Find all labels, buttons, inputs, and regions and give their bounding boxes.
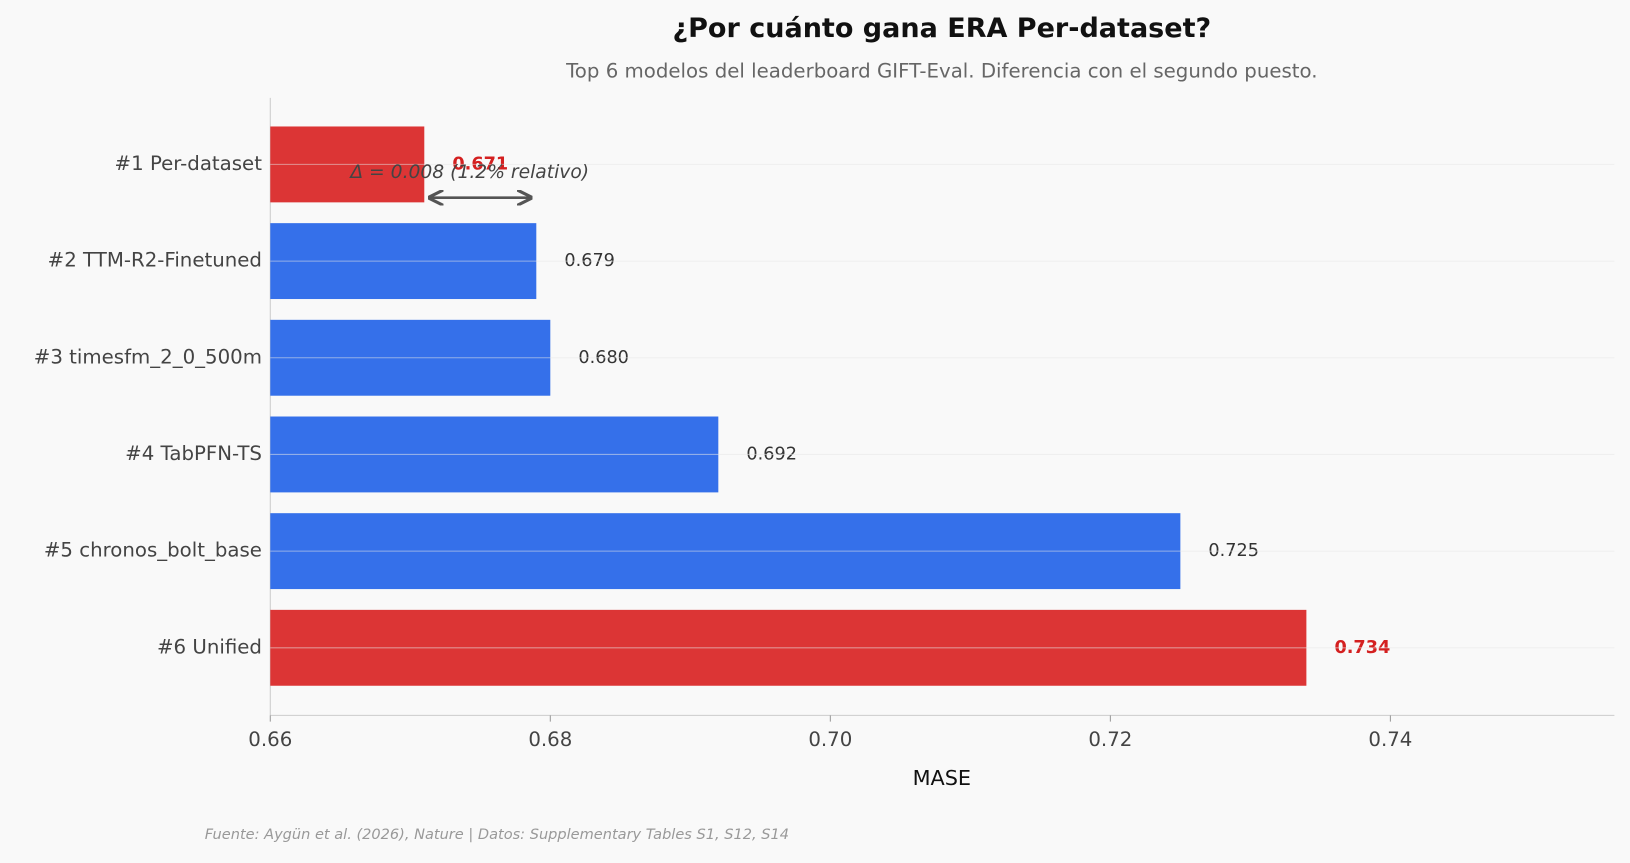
chart-title: ¿Por cuánto gana ERA Per-dataset?	[672, 13, 1211, 44]
x-axis-label: MASE	[913, 766, 971, 790]
y-tick-label: #3 timesfm_2_0_500m	[34, 345, 262, 368]
y-tick-label: #2 TTM-R2-Finetuned	[48, 249, 262, 272]
x-tick-label: 0.66	[248, 728, 292, 751]
x-tick-label: 0.68	[528, 728, 572, 751]
y-tick-label: #6 Unified	[157, 635, 262, 658]
y-tick-label: #4 TabPFN-TS	[125, 442, 262, 465]
y-tick-label: #1 Per-dataset	[115, 152, 263, 175]
x-tick-label: 0.70	[808, 728, 852, 751]
annotation: Δ = 0.008 (1.2% relativo)	[348, 162, 589, 183]
x-tick-label: 0.72	[1088, 728, 1132, 751]
y-tick-label: #5 chronos_bolt_base	[44, 539, 262, 562]
source-note: Fuente: Aygün et al. (2026), Nature | Da…	[205, 826, 789, 843]
x-tick-label: 0.74	[1368, 728, 1412, 751]
chart-subtitle: Top 6 modelos del leaderboard GIFT-Eval.…	[565, 59, 1317, 82]
